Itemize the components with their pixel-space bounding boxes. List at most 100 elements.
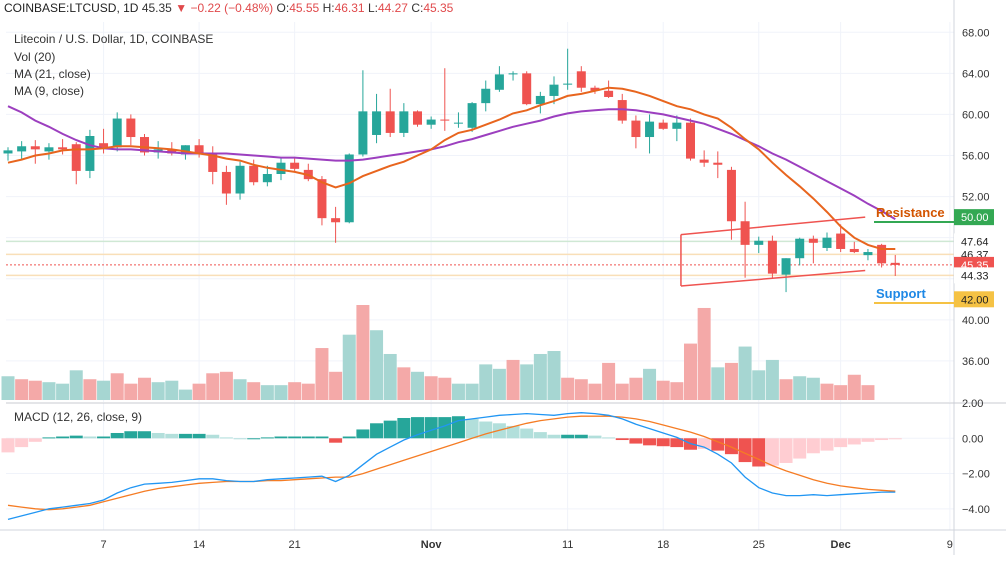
macd-histogram-bar: [793, 438, 807, 459]
macd-histogram-bar: [875, 438, 889, 441]
candle-body: [140, 137, 149, 153]
volume-bar: [260, 385, 274, 400]
candle-body: [563, 83, 573, 85]
candle-body: [836, 233, 846, 249]
volume-bar: [356, 305, 370, 400]
low-label: L:: [367, 1, 378, 15]
volume-bar: [697, 307, 711, 400]
candle-body: [781, 258, 791, 275]
resistance-label: Resistance: [876, 205, 945, 220]
candle-body: [754, 240, 764, 245]
candle-body: [426, 119, 436, 125]
macd-histogram-bar: [888, 438, 902, 440]
candle-body: [290, 162, 300, 169]
ma9-legend: MA (9, close): [14, 84, 84, 98]
macd-histogram-bar: [588, 435, 602, 439]
price-badge: [954, 233, 994, 250]
ma9-line: [7, 86, 896, 250]
candle-body: [58, 147, 68, 150]
macd-signal-line: [7, 415, 896, 511]
candle-body: [863, 252, 873, 256]
volume-bar: [506, 359, 520, 400]
candle-body: [808, 238, 818, 243]
candle-body: [658, 122, 668, 129]
volume-bar: [492, 368, 506, 400]
macd-histogram-bar: [847, 438, 861, 445]
macd-histogram-bar: [533, 432, 547, 439]
time-tick-label: 7: [100, 539, 106, 551]
candle-body: [713, 162, 723, 165]
volume-bar: [424, 376, 438, 400]
price-tick-label: 36.00: [962, 356, 990, 368]
candle-body: [822, 237, 832, 248]
macd-histogram-bar: [165, 433, 179, 439]
candle-body: [399, 111, 409, 133]
price-tick-label: 60.00: [962, 109, 990, 121]
macd-tick-label: −4.00: [962, 504, 990, 516]
macd-histogram-bar: [247, 438, 261, 440]
support-label: Support: [876, 286, 926, 301]
macd-histogram-bar: [752, 438, 766, 467]
volume-bar: [288, 382, 302, 400]
volume-bar: [301, 383, 315, 400]
candles: [3, 48, 900, 293]
volume-bar: [602, 362, 616, 400]
grid: [6, 22, 954, 530]
volume-bar: [165, 380, 179, 400]
candle-body: [699, 159, 709, 163]
channel-upper-trendline: [680, 216, 866, 236]
macd-histogram-bar: [711, 438, 725, 451]
candle-body: [30, 146, 40, 150]
volume-bar: [643, 368, 657, 400]
ma21-legend: MA (21, close): [14, 67, 91, 81]
candle-body: [262, 174, 272, 183]
macd-histogram-bar: [765, 438, 779, 466]
macd-histogram-bar: [738, 438, 752, 463]
macd-histogram-bar: [151, 432, 165, 439]
price-badge-label: 42.00: [961, 294, 989, 306]
macd-histogram-bar: [383, 420, 397, 439]
macd-histogram-bar: [615, 438, 629, 441]
volume-bar: [151, 382, 165, 400]
down-arrow-icon: ▼: [175, 1, 188, 15]
candle-body: [686, 122, 695, 159]
macd-tick-label: 2.00: [962, 398, 983, 410]
candle-body: [645, 121, 655, 138]
chart-title: Litecoin / U.S. Dollar, 1D, COINBASE: [14, 32, 213, 46]
volume-bar: [656, 380, 670, 400]
volume-bar: [861, 385, 875, 400]
macd-histogram-bar: [260, 437, 274, 439]
price-tick-label: 56.00: [962, 151, 990, 163]
volume-bar: [83, 379, 97, 400]
price-badge-label: 44.33: [961, 270, 989, 282]
price-tick-label: 40.00: [962, 315, 990, 327]
macd-histogram-bar: [697, 438, 711, 449]
volume-legend: Vol (20): [14, 50, 55, 64]
volume-bar: [370, 330, 384, 400]
macd-histogram-bar: [124, 431, 138, 439]
candle-body: [112, 118, 122, 148]
macd-histogram-bar: [629, 438, 643, 444]
last-price: 45.35: [141, 1, 172, 15]
volume-bar: [765, 359, 779, 400]
macd-histogram-bar: [779, 438, 793, 463]
macd-histogram-bar: [233, 438, 247, 440]
macd-histogram-bar: [397, 417, 411, 439]
candle-body: [331, 218, 341, 223]
macd-histogram-bar: [342, 436, 356, 439]
candle-body: [194, 145, 204, 155]
low-value: 44.27: [377, 1, 408, 15]
volume-bar: [28, 380, 42, 400]
macd-tick-label: 0.00: [962, 433, 983, 445]
price-tick-label: 64.00: [962, 68, 990, 80]
time-tick-label: 21: [289, 539, 301, 551]
volume-bar: [178, 389, 192, 400]
macd-histogram-bar: [506, 425, 520, 439]
open-value: 45.55: [289, 1, 320, 15]
volume-bar: [738, 346, 752, 400]
macd-histogram-bar: [643, 438, 657, 446]
price-badge: [954, 291, 994, 308]
volume-bar: [315, 348, 329, 400]
time-tick-label: 25: [753, 539, 765, 551]
